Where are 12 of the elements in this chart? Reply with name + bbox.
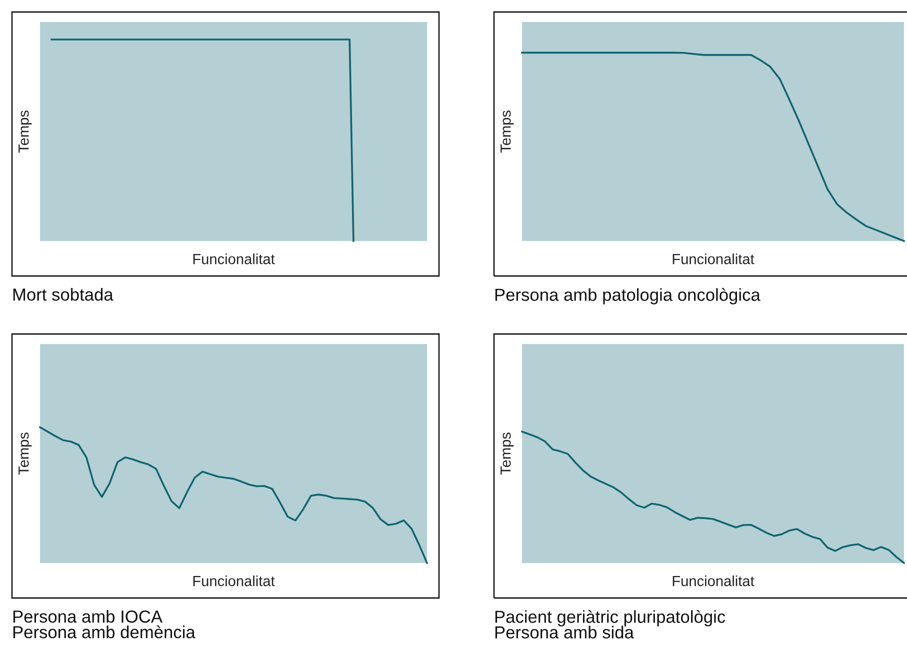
y-axis-title: Temps [500,432,514,475]
text: Persona amb patologia oncològica [495,288,760,304]
text: Mort sobtada [13,288,114,301]
x-axis-title: Funcionalitat [672,254,754,264]
x-axis-title: Funcionalitat [672,576,754,586]
x-axis-title: Funcionalitat [193,576,275,586]
text: Pacient geriàtric pluripatològic Persona amb sida [495,610,726,639]
x-axis-title: Funcionalitat [193,254,275,264]
y-axis-title: Temps [18,432,32,475]
text: Persona amb IOCA Persona amb demència [13,610,196,638]
y-axis-title: Temps [18,110,32,153]
y-axis-title: Temps [500,110,514,153]
